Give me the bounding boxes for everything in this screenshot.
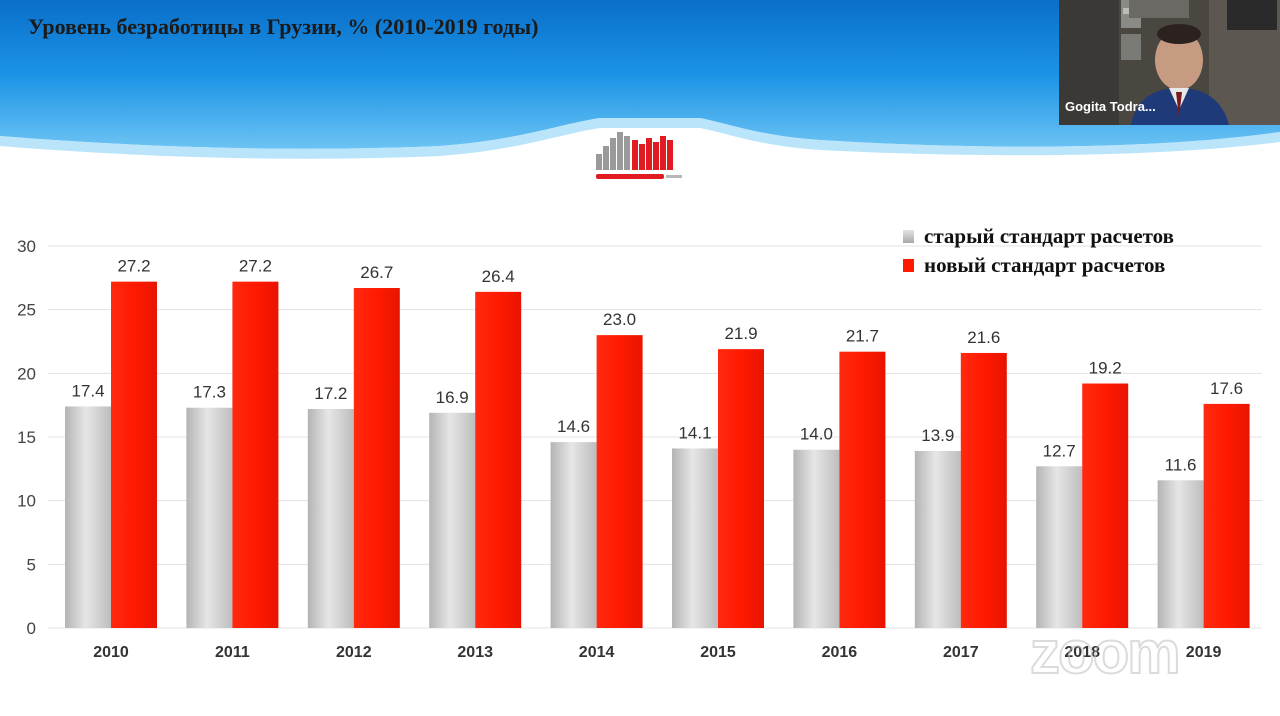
x-tick-label-2018: 2018 xyxy=(1064,644,1100,661)
data-label-old-2013: 16.9 xyxy=(436,388,469,407)
data-label-old-2015: 14.1 xyxy=(678,423,711,442)
x-tick-label-2010: 2010 xyxy=(93,644,129,661)
bar-new-2018 xyxy=(1082,383,1129,628)
data-label-old-2011: 17.3 xyxy=(193,383,226,402)
data-label-old-2010: 17.4 xyxy=(71,381,104,400)
geostat-logo-icon xyxy=(596,132,682,179)
bar-new-2012 xyxy=(353,288,400,628)
y-axis-ticks: 0 5 10 15 20 25 30 xyxy=(17,237,36,638)
legend-swatch-new xyxy=(903,259,914,272)
data-label-old-2016: 14.0 xyxy=(800,425,833,444)
y-tick-label: 10 xyxy=(17,492,36,511)
bar-old-2019 xyxy=(1157,480,1204,628)
y-tick-label: 0 xyxy=(27,619,36,638)
x-tick-label-2015: 2015 xyxy=(700,644,736,661)
x-tick-label-2019: 2019 xyxy=(1186,644,1222,661)
data-label-new-2019: 17.6 xyxy=(1210,379,1243,398)
y-tick-label: 15 xyxy=(17,428,36,447)
x-tick-label-2011: 2011 xyxy=(215,644,250,661)
data-label-old-2018: 12.7 xyxy=(1043,441,1076,460)
x-tick-label-2012: 2012 xyxy=(336,644,372,661)
data-label-new-2014: 23.0 xyxy=(603,310,636,329)
bar-new-2017 xyxy=(960,352,1007,628)
bar-old-2014 xyxy=(550,442,597,628)
bar-old-2011 xyxy=(186,407,233,628)
data-labels: 17.4 27.2 17.3 27.2 17.2 26.7 16.9 26.4 14.6 23.0… xyxy=(71,257,1243,475)
data-label-new-2018: 19.2 xyxy=(1089,359,1122,378)
y-tick-label: 25 xyxy=(17,301,36,320)
slide-title: Уровень безработицы в Грузии, % (2010-20… xyxy=(28,14,539,39)
legend-swatch-old xyxy=(903,230,914,243)
bar-old-2015 xyxy=(672,448,718,628)
data-label-old-2019: 11.6 xyxy=(1165,455,1197,474)
y-tick-label: 20 xyxy=(17,364,36,383)
data-label-new-2012: 26.7 xyxy=(360,263,393,282)
data-label-new-2015: 21.9 xyxy=(724,324,757,343)
unemployment-bar-chart: 0 5 10 15 20 25 30 17.4 27.2 17.3 27.2 17.2 26.7 16.… xyxy=(17,237,1262,661)
bar-new-2011 xyxy=(232,281,279,628)
bar-old-2016 xyxy=(793,449,840,628)
legend-label-old: старый стандарт расчетов xyxy=(924,224,1175,248)
x-axis-ticks: 2010 2011 2012 2013 2014 2015 2016 2017 2018 2019 xyxy=(93,644,1221,661)
y-tick-label: 30 xyxy=(17,237,36,256)
bar-new-2010 xyxy=(111,281,157,628)
data-label-old-2017: 13.9 xyxy=(921,426,954,445)
zoom-watermark: zoom xyxy=(1029,618,1182,687)
legend: старый стандарт расчетов новый стандарт … xyxy=(903,222,1174,280)
bar-new-2019 xyxy=(1203,403,1250,628)
data-label-old-2014: 14.6 xyxy=(557,417,590,436)
legend-label-new: новый стандарт расчетов xyxy=(924,253,1166,277)
bar-old-2017 xyxy=(914,451,961,628)
data-label-new-2013: 26.4 xyxy=(482,267,515,286)
bar-new-2015 xyxy=(718,349,764,628)
header-band xyxy=(0,0,1280,159)
data-label-old-2012: 17.2 xyxy=(314,384,347,403)
data-label-new-2017: 21.6 xyxy=(967,328,1000,347)
x-tick-label-2014: 2014 xyxy=(579,644,615,661)
bar-old-2013 xyxy=(429,412,476,628)
bars xyxy=(65,281,1250,628)
participant-video-tile[interactable]: Gogita Todra... xyxy=(1059,0,1280,125)
participant-video-image xyxy=(1059,0,1280,125)
bar-new-2016 xyxy=(839,351,886,628)
bar-old-2018 xyxy=(1036,466,1083,628)
data-label-new-2010: 27.2 xyxy=(117,257,150,276)
participant-name: Gogita Todra... xyxy=(1065,99,1156,114)
x-tick-label-2016: 2016 xyxy=(822,644,858,661)
bar-new-2013 xyxy=(475,291,522,628)
y-tick-label: 5 xyxy=(27,555,36,574)
data-label-new-2011: 27.2 xyxy=(239,257,272,276)
legend-item-old: старый стандарт расчетов xyxy=(903,222,1174,251)
bar-old-2010 xyxy=(65,406,111,628)
x-tick-label-2013: 2013 xyxy=(457,644,493,661)
bar-new-2014 xyxy=(596,335,643,628)
legend-item-new: новый стандарт расчетов xyxy=(903,251,1174,280)
data-label-new-2016: 21.7 xyxy=(846,327,879,346)
x-tick-label-2017: 2017 xyxy=(943,644,979,661)
bar-old-2012 xyxy=(307,408,354,628)
